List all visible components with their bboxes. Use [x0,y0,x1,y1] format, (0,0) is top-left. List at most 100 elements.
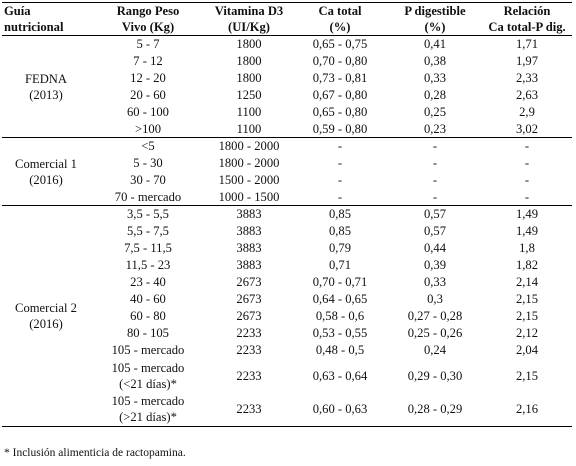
cell-ca: - [337,156,343,170]
cell-vitd3: 2233 [236,368,262,383]
cell-p: 0,25 [423,105,447,119]
header-rel-line2: Ca total-P dig. [488,20,566,34]
cell-peso: 12 - 20 [130,71,166,85]
cell-vitd3: 1500 - 2000 [218,173,280,187]
cell-ca: 0,63 - 0,64 [312,368,368,383]
cell-ca: 0,48 - 0,5 [315,343,365,357]
cell-peso-line1: 105 - mercado [111,360,185,375]
cell-ca: - [337,189,343,204]
header-peso-line1: Rango Peso [116,4,180,18]
guide-name-line1: Comercial 1 [15,156,77,171]
table-row: Comercial 2 (2016) 3,5 - 5,5 3883 0,85 0,57 1,… [2,206,572,331]
cell-ca: - [337,173,343,187]
cell-rel: 2,33 [515,71,539,85]
cell-p: 0,24 [423,343,447,357]
cell-rel: 2,16 [515,402,539,417]
table-row: 105 - mercado (>21 días)* 2233 0,60 - 0,63 0… [2,393,572,427]
cell-ca: 0,79 [328,241,352,255]
guide-name-line2: (2016) [29,317,63,331]
cell-peso: 70 - mercado [114,189,182,204]
cell-p: 0,29 - 0,30 [407,368,463,383]
header-p-line1: P digestible [404,4,466,18]
nutrition-table: Guía Rango Peso Vitamina D3 Ca total P d… [2,2,572,427]
cell-vitd3: 3883 [236,224,262,238]
cell-p: 0,33 [423,275,447,289]
cell-peso-line1: 105 - mercado [111,394,185,409]
cell-rel: 2,12 [515,326,539,340]
header-guia-line2: nutricional [4,20,64,34]
table-row: 70 - mercado 1000 - 1500 - - - [2,189,572,206]
cell-peso: 23 - 40 [130,275,166,289]
table-row: 11,5 - 23 3883 0,71 0,39 1,82 [2,257,572,274]
cell-rel: - [524,173,530,187]
cell-vitd3: 2673 [236,275,262,289]
table-row: 7,5 - 11,5 3883 0,79 0,44 1,8 [2,240,572,257]
header-vitd3-line1: Vitamina D3 [214,4,284,18]
cell-vitd3: 3883 [236,207,262,222]
cell-peso: 20 - 60 [130,88,166,102]
cell-ca: 0,60 - 0,63 [312,402,368,417]
cell-p: 0,25 - 0,26 [407,326,463,340]
cell-p: 0,28 [423,88,447,102]
cell-peso: 11,5 - 23 [125,258,171,272]
header-peso-line2: Vivo (Kg) [121,20,175,34]
header-rel-line1: Relación [503,4,551,18]
footnote: * Inclusión alimenticia de ractopamina. [4,447,186,459]
table-row: >100 1100 0,59 - 0,80 0,23 3,02 [2,121,572,138]
table-row: FEDNA (2013) 5 - 7 1800 0,65 - 0,75 0,41 1,71 [2,36,572,101]
table-row: 105 - mercado (<21 días)* 2233 0,63 - 0,64 0… [2,359,572,393]
cell-p: - [432,189,438,204]
cell-rel: 2,63 [515,88,539,102]
cell-vitd3: 1800 [236,37,262,52]
cell-p: 0,3 [427,292,443,306]
guide-name-line2: (2013) [29,87,63,102]
cell-peso: 80 - 105 [127,326,169,340]
table-row: 30 - 70 1500 - 2000 - - - [2,172,572,189]
header-ca-line1: Ca total [318,4,362,18]
table-row: 60 - 100 1100 0,65 - 0,80 0,25 2,9 [2,104,572,121]
cell-peso: 7,5 - 11,5 [124,241,172,255]
cell-peso: 105 - mercado (<21 días)* [90,359,206,393]
cell-rel: 1,8 [519,241,535,255]
cell-peso: 3,5 - 5,5 [127,207,169,222]
cell-rel: 1,82 [515,258,539,272]
cell-peso: 60 - 80 [130,309,166,323]
cell-vitd3: 2673 [236,309,262,323]
cell-ca: 0,85 [328,207,352,222]
cell-ca: 0,64 - 0,65 [312,292,368,306]
cell-ca: 0,71 [328,258,352,272]
cell-rel: 1,49 [515,224,539,238]
cell-ca: 0,53 - 0,55 [312,326,368,340]
cell-rel: 2,15 [515,309,539,323]
header-ca-line2: (%) [329,20,351,34]
cell-vitd3: 2233 [236,343,262,357]
cell-peso: 40 - 60 [130,292,166,306]
cell-ca: 0,65 - 0,80 [312,105,368,119]
cell-p: - [432,173,438,187]
table-row: 5 - 30 1800 - 2000 - - - [2,155,572,172]
cell-ca: 0,70 - 0,80 [312,54,368,68]
cell-peso: <5 [141,139,155,154]
table-row: 40 - 60 2673 0,64 - 0,65 0,3 2,15 [2,291,572,308]
cell-peso: 7 - 12 [133,54,163,68]
table-body: FEDNA (2013) 5 - 7 1800 0,65 - 0,75 0,41 1,71 7… [2,36,572,427]
cell-rel: 2,15 [515,292,539,306]
cell-peso: 5,5 - 7,5 [127,224,169,238]
cell-vitd3: 2233 [236,402,262,417]
cell-rel: 2,15 [515,368,539,383]
cell-ca: - [337,139,343,154]
cell-peso: 5 - 7 [136,37,160,52]
cell-peso: 60 - 100 [127,105,169,119]
cell-vitd3: 3883 [236,241,262,255]
guide-name: Comercial 1 (2016) [2,138,90,206]
header-vitd3-line2: (UI/Kg) [228,20,270,34]
table-row: 105 - mercado 2233 0,48 - 0,5 0,24 2,04 [2,342,572,359]
cell-ca: 0,65 - 0,75 [312,37,368,52]
cell-ca: 0,70 - 0,71 [312,275,368,289]
cell-vitd3: 1000 - 1500 [218,189,280,204]
cell-rel: - [524,139,530,154]
table-row: 12 - 20 1800 0,73 - 0,81 0,33 2,33 [2,70,572,87]
cell-p: 0,57 [423,207,447,222]
guide-name: FEDNA (2013) [2,36,90,138]
